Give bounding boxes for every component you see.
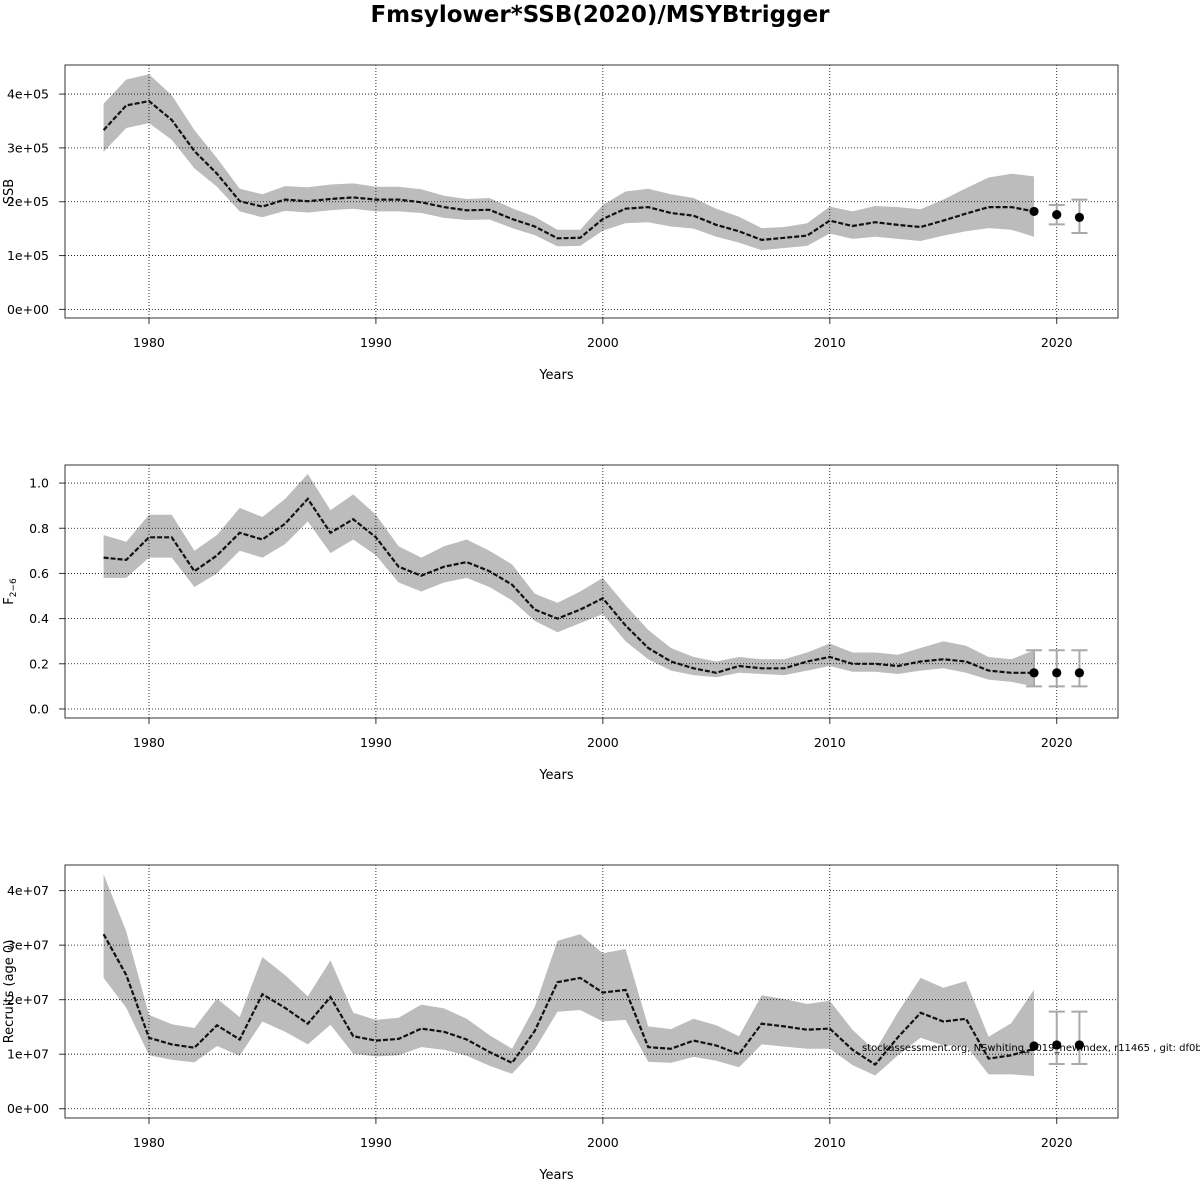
y-axis-title-main: Recruits (age 0) <box>2 940 17 1044</box>
x-tick-label: 2000 <box>587 1135 619 1150</box>
fishing-mortality-panel: 1980 1990 2000 2010 2020 0.0 0.2 0.4 0.6 0.8 1.0 Ye… <box>2 464 1119 783</box>
y-axis-title: F2−6 <box>2 578 19 605</box>
y-axis-title: Recruits (age 0) <box>2 940 17 1044</box>
y-tick-label: 0.0 <box>29 701 49 716</box>
estimate-line <box>102 99 1035 242</box>
plot-frame <box>64 464 1119 719</box>
y-axis-title-main: SSB <box>2 179 17 204</box>
x-tick-label: 1980 <box>133 335 165 350</box>
forecast-point <box>1074 1040 1085 1050</box>
estimate-line <box>102 933 1035 1067</box>
x-tick-label: 2020 <box>1041 335 1073 350</box>
y-tick-label: 1e+07 <box>7 1047 49 1062</box>
y-tick-label: 3e+05 <box>7 140 49 155</box>
y-axis-title-main: F <box>2 597 17 604</box>
plot-frame <box>64 64 1119 319</box>
y-tick-label: 1.0 <box>29 476 49 491</box>
x-tick-label: 1990 <box>360 1135 392 1150</box>
y-axis-title-subscript: 2−6 <box>9 578 19 597</box>
x-tick-label: 2010 <box>814 735 846 750</box>
confidence-band <box>103 874 1035 1076</box>
forecast-point <box>1029 1041 1039 1051</box>
y-tick-label: 2e+05 <box>7 194 49 209</box>
y-tick-label: 4e+05 <box>7 87 49 102</box>
y-tick-label: 0.4 <box>29 611 49 626</box>
x-axis-title: Years <box>538 368 574 383</box>
y-tick-label: 0.8 <box>29 521 49 536</box>
forecast-point <box>1052 1040 1062 1050</box>
x-axis-title: Years <box>538 768 574 783</box>
estimate-line <box>103 497 1034 674</box>
x-tick-label: 1990 <box>360 335 392 350</box>
x-tick-label: 2010 <box>814 335 846 350</box>
footnote-text: stockassessment.org, NSwhiting_2019_newI… <box>862 1043 1200 1054</box>
forecast-point <box>1052 668 1062 678</box>
x-tick-label: 1990 <box>360 735 392 750</box>
x-tick-label: 1980 <box>133 735 165 750</box>
forecast-point <box>1029 668 1039 678</box>
x-tick-label: 2020 <box>1041 735 1073 750</box>
x-tick-label: 2000 <box>587 735 619 750</box>
forecast-point <box>1074 212 1085 222</box>
y-tick-label: 0.2 <box>29 656 49 671</box>
y-tick-label: 2e+07 <box>7 992 49 1007</box>
confidence-band <box>103 74 1035 251</box>
forecast-point <box>1052 210 1062 220</box>
x-axis-title: Years <box>538 1168 574 1183</box>
confidence-band <box>103 474 1035 687</box>
x-tick-label: 1980 <box>133 1135 165 1150</box>
x-tick-label: 2000 <box>587 335 619 350</box>
plot-frame <box>64 864 1119 1119</box>
y-tick-label: 0e+00 <box>7 302 49 317</box>
x-tick-label: 2020 <box>1041 1135 1073 1150</box>
y-axis-title: SSB <box>2 179 17 204</box>
chart-title: Fmsylower*SSB(2020)/MSYBtrigger <box>370 2 830 28</box>
x-tick-label: 2010 <box>814 1135 846 1150</box>
forecast-point <box>1029 206 1039 217</box>
y-tick-label: 4e+07 <box>7 883 49 898</box>
forecast-point <box>1074 668 1085 678</box>
y-tick-label: 0.6 <box>29 566 49 581</box>
y-tick-label: 3e+07 <box>7 938 49 953</box>
recruits-panel: 1980 1990 2000 2010 2020 0e+00 1e+07 2e+07 3e+07… <box>2 864 1119 1183</box>
y-tick-label: 0e+00 <box>7 1101 49 1116</box>
y-tick-label: 1e+05 <box>7 248 49 263</box>
ssb-panel: 1980 1990 2000 2010 2020 0e+00 1e+05 2e+05 3e+05… <box>2 64 1119 383</box>
